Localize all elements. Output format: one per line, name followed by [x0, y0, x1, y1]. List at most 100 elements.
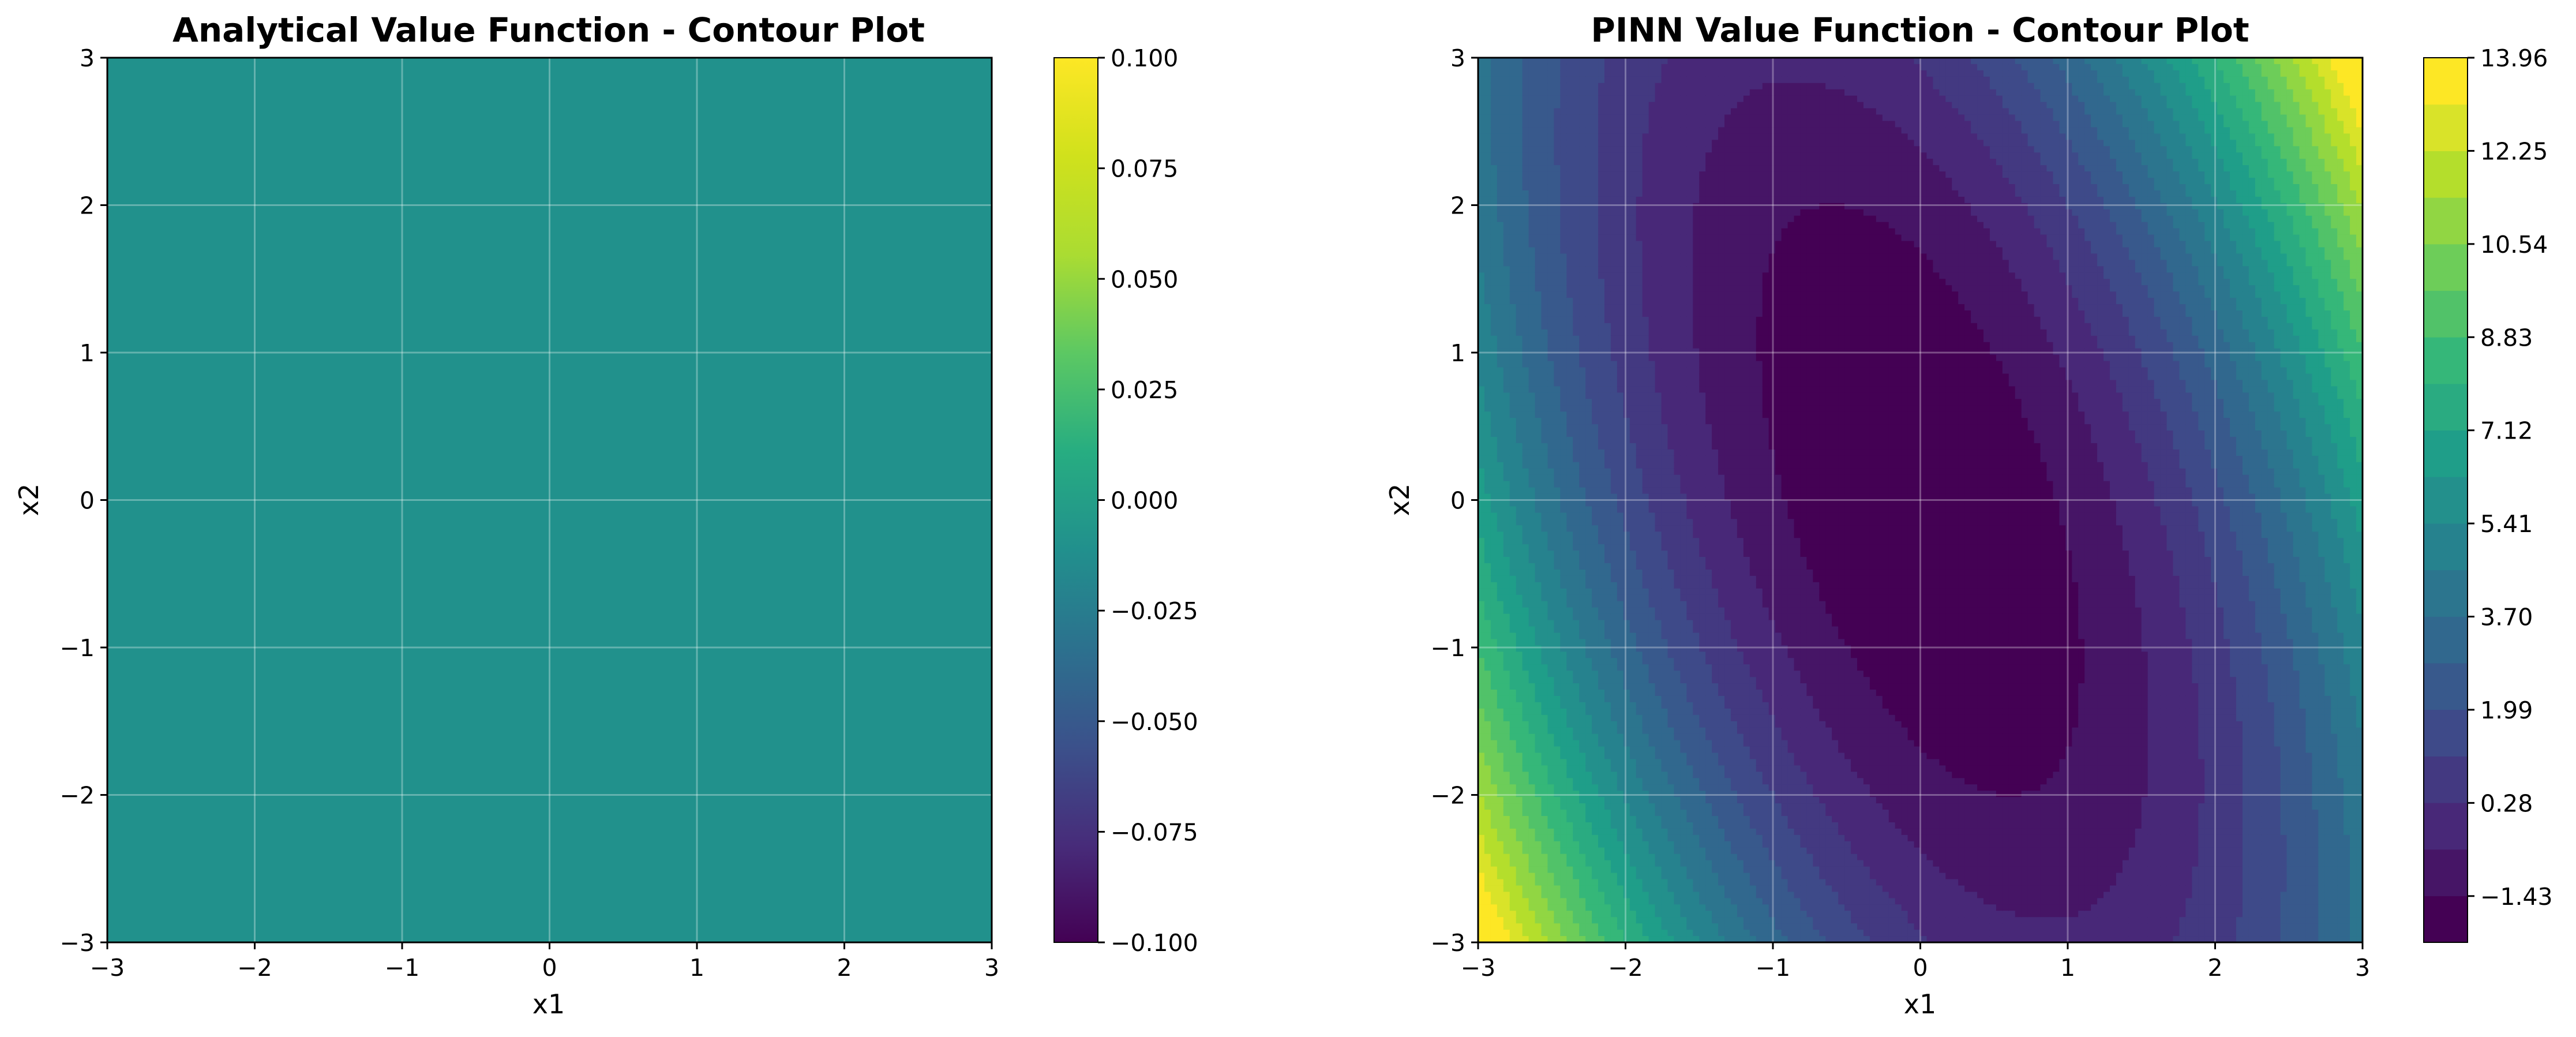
contour-cell — [1617, 481, 1624, 488]
contour-cell — [1648, 159, 1656, 166]
contour-cell — [1579, 911, 1586, 918]
contour-cell — [1541, 253, 1548, 261]
contour-cell — [1554, 481, 1561, 488]
contour-cell — [1604, 411, 1611, 418]
contour-cell — [1566, 241, 1574, 248]
contour-cell — [1509, 386, 1517, 394]
contour-cell — [1623, 342, 1630, 349]
contour-cell — [1693, 892, 1700, 899]
contour-cell — [1686, 386, 1694, 394]
contour-cell — [1693, 803, 1700, 810]
contour-cell — [1648, 525, 1656, 533]
contour-cell — [1604, 873, 1611, 880]
contour-cell — [1541, 506, 1548, 514]
contour-cell — [1610, 285, 1618, 292]
contour-cell — [1629, 247, 1637, 254]
contour-cell — [1686, 121, 1694, 128]
contour-cell — [1686, 601, 1694, 608]
contour-cell — [1642, 190, 1649, 197]
contour-cell — [1509, 342, 1517, 349]
contour-cell — [1598, 152, 1605, 159]
contour-cell — [1503, 740, 1510, 747]
contour-cell — [1528, 316, 1536, 324]
contour-cell — [1636, 847, 1643, 855]
contour-cell — [1610, 418, 1618, 425]
contour-cell — [1522, 563, 1529, 570]
contour-cell — [1674, 708, 1681, 716]
contour-cell — [1522, 190, 1529, 197]
contour-cell — [1535, 607, 1542, 615]
contour-cell — [1503, 708, 1510, 716]
contour-cell — [1554, 285, 1561, 292]
contour-cell — [1623, 152, 1630, 159]
contour-cell — [1522, 184, 1529, 191]
contour-cell — [1636, 455, 1643, 463]
contour-cell — [1560, 399, 1568, 406]
contour-cell — [1636, 733, 1643, 741]
contour-cell — [1478, 127, 1485, 134]
contour-cell — [1566, 133, 1574, 141]
contour-cell — [1509, 695, 1517, 703]
contour-cell — [1516, 791, 1523, 798]
contour-cell — [1497, 83, 1504, 90]
contour-cell — [1535, 108, 1542, 115]
contour-cell — [1509, 335, 1517, 343]
contour-cell — [1522, 911, 1529, 918]
contour-cell — [1674, 348, 1681, 355]
contour-cell — [1522, 500, 1529, 507]
contour-cell — [1503, 165, 1510, 172]
contour-cell — [1490, 165, 1498, 172]
contour-cell — [1497, 462, 1504, 469]
contour-cell — [1667, 241, 1675, 248]
contour-cell — [1680, 626, 1688, 634]
contour-cell — [1592, 506, 1599, 514]
contour-cell — [1686, 853, 1694, 861]
contour-cell — [1598, 386, 1605, 394]
contour-cell — [1680, 652, 1688, 659]
contour-cell — [1604, 83, 1611, 90]
contour-cell — [1554, 310, 1561, 317]
contour-cell — [1547, 234, 1555, 242]
contour-cell — [1490, 708, 1498, 716]
contour-cell — [1648, 424, 1656, 431]
contour-cell — [1573, 816, 1580, 823]
contour-cell — [1478, 443, 1485, 450]
contour-cell — [1522, 601, 1529, 608]
contour-cell — [1541, 721, 1548, 728]
contour-cell — [1478, 159, 1485, 166]
contour-cell — [1693, 721, 1700, 728]
contour-cell — [1623, 828, 1630, 836]
contour-cell — [1484, 544, 1491, 551]
contour-cell — [1566, 437, 1574, 444]
contour-cell — [1516, 544, 1523, 551]
contour-cell — [1623, 620, 1630, 627]
contour-cell — [1554, 671, 1561, 677]
contour-cell — [1610, 127, 1618, 134]
contour-cell — [1610, 159, 1618, 166]
contour-cell — [1642, 234, 1649, 242]
contour-cell — [1560, 733, 1568, 741]
contour-cell — [1648, 468, 1656, 476]
contour-cell — [1661, 759, 1668, 766]
contour-cell — [1490, 841, 1498, 848]
contour-cell — [1554, 753, 1561, 760]
contour-cell — [1579, 746, 1586, 754]
contour-cell — [1579, 753, 1586, 760]
contour-cell — [1648, 740, 1656, 747]
contour-cell — [1642, 76, 1649, 84]
contour-cell — [1655, 797, 1662, 804]
contour-cell — [1674, 594, 1681, 602]
contour-cell — [1478, 683, 1485, 690]
contour-cell — [1604, 512, 1611, 520]
contour-cell — [1497, 652, 1504, 659]
contour-cell — [1573, 437, 1580, 444]
contour-cell — [1573, 923, 1580, 930]
contour-cell — [1623, 481, 1630, 488]
contour-cell — [1478, 203, 1485, 210]
contour-cell — [1497, 544, 1504, 551]
contour-cell — [1680, 873, 1688, 880]
contour-cell — [1535, 285, 1542, 292]
contour-cell — [1522, 481, 1529, 488]
contour-cell — [1566, 917, 1574, 924]
contour-cell — [1610, 797, 1618, 804]
